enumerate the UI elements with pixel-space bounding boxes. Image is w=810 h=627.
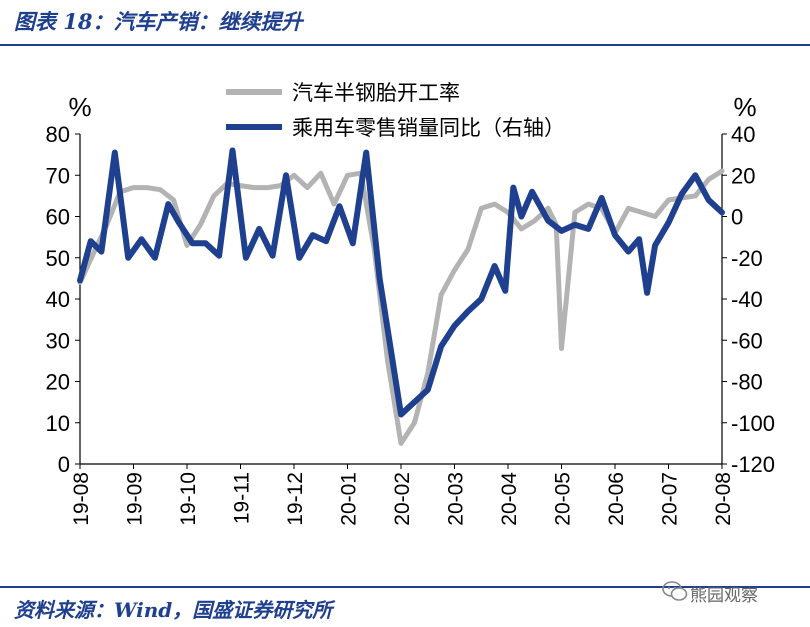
- figure-title: 图表 18：汽车产销：继续提升: [14, 9, 303, 34]
- left-tick-label: 70: [46, 163, 70, 188]
- right-tick-label: -20: [731, 246, 763, 271]
- right-tick-label: -80: [731, 370, 763, 395]
- right-tick-label: -60: [731, 328, 763, 353]
- x-axis-ticks: 19-08 19-09 19-10 19-11 19-12 20-01 20-02 20-03…: [70, 464, 735, 526]
- legend-label-retail-yoy: 乘用车零售销量同比（右轴）: [292, 117, 565, 140]
- wechat-icon: [662, 581, 688, 601]
- watermark-text: 熊园观察: [690, 586, 758, 606]
- right-tick-label: -120: [731, 452, 775, 477]
- x-tick-label: 20-04: [498, 472, 521, 526]
- x-tick-label: 19-11: [231, 472, 254, 524]
- series-line-retail-yoy: [77, 147, 725, 418]
- x-tick-label: 20-05: [552, 472, 575, 526]
- footer-divider: [0, 586, 810, 588]
- x-tick-label: 19-09: [124, 472, 147, 526]
- left-axis-ticks: 0 10 20 30 40 50 60 70 80: [46, 122, 80, 477]
- x-tick-label: 20-02: [391, 472, 414, 526]
- x-tick-label: 20-03: [445, 472, 468, 526]
- right-tick-label: -100: [731, 411, 775, 436]
- x-tick-label: 19-10: [177, 472, 200, 526]
- right-axis-ticks: -120 -100 -80 -60 -40 -20 0 20 40: [722, 122, 775, 477]
- left-tick-label: 20: [46, 370, 70, 395]
- right-tick-label: 0: [731, 205, 743, 230]
- watermark: 熊园观察: [662, 580, 802, 606]
- x-tick-label: 20-07: [659, 472, 682, 526]
- right-tick-label: 40: [731, 122, 755, 147]
- right-tick-label: 20: [731, 163, 755, 188]
- left-tick-label: 0: [58, 452, 70, 477]
- x-tick-label: 19-12: [284, 472, 307, 526]
- left-tick-label: 10: [46, 411, 70, 436]
- x-tick-label: 20-06: [605, 472, 628, 526]
- report-header: 图表 18：汽车产销：继续提升: [0, 0, 810, 48]
- left-tick-label: 80: [46, 122, 70, 147]
- x-tick-label: 20-08: [712, 472, 735, 526]
- chart-legend: 汽车半钢胎开工率 乘用车零售销量同比（右轴）: [226, 82, 565, 140]
- x-tick-label: 19-08: [70, 472, 93, 526]
- left-tick-label: 50: [46, 246, 70, 271]
- legend-label-tire-rate: 汽车半钢胎开工率: [292, 82, 460, 105]
- left-axis-unit: %: [68, 92, 91, 122]
- header-divider: [0, 44, 810, 46]
- series-layer: [77, 147, 725, 446]
- right-axis-unit: %: [733, 92, 756, 122]
- source-note: 资料来源：Wind，国盛证券研究所: [14, 598, 333, 622]
- x-tick-label: 20-01: [338, 472, 361, 526]
- left-tick-label: 60: [46, 205, 70, 230]
- left-tick-label: 40: [46, 287, 70, 312]
- left-tick-label: 30: [46, 328, 70, 353]
- right-tick-label: -40: [731, 287, 763, 312]
- line-chart: 0 10 20 30 40 50 60 70 80 -120 -100 -80 -60 -40 -20 0 2…: [46, 82, 776, 526]
